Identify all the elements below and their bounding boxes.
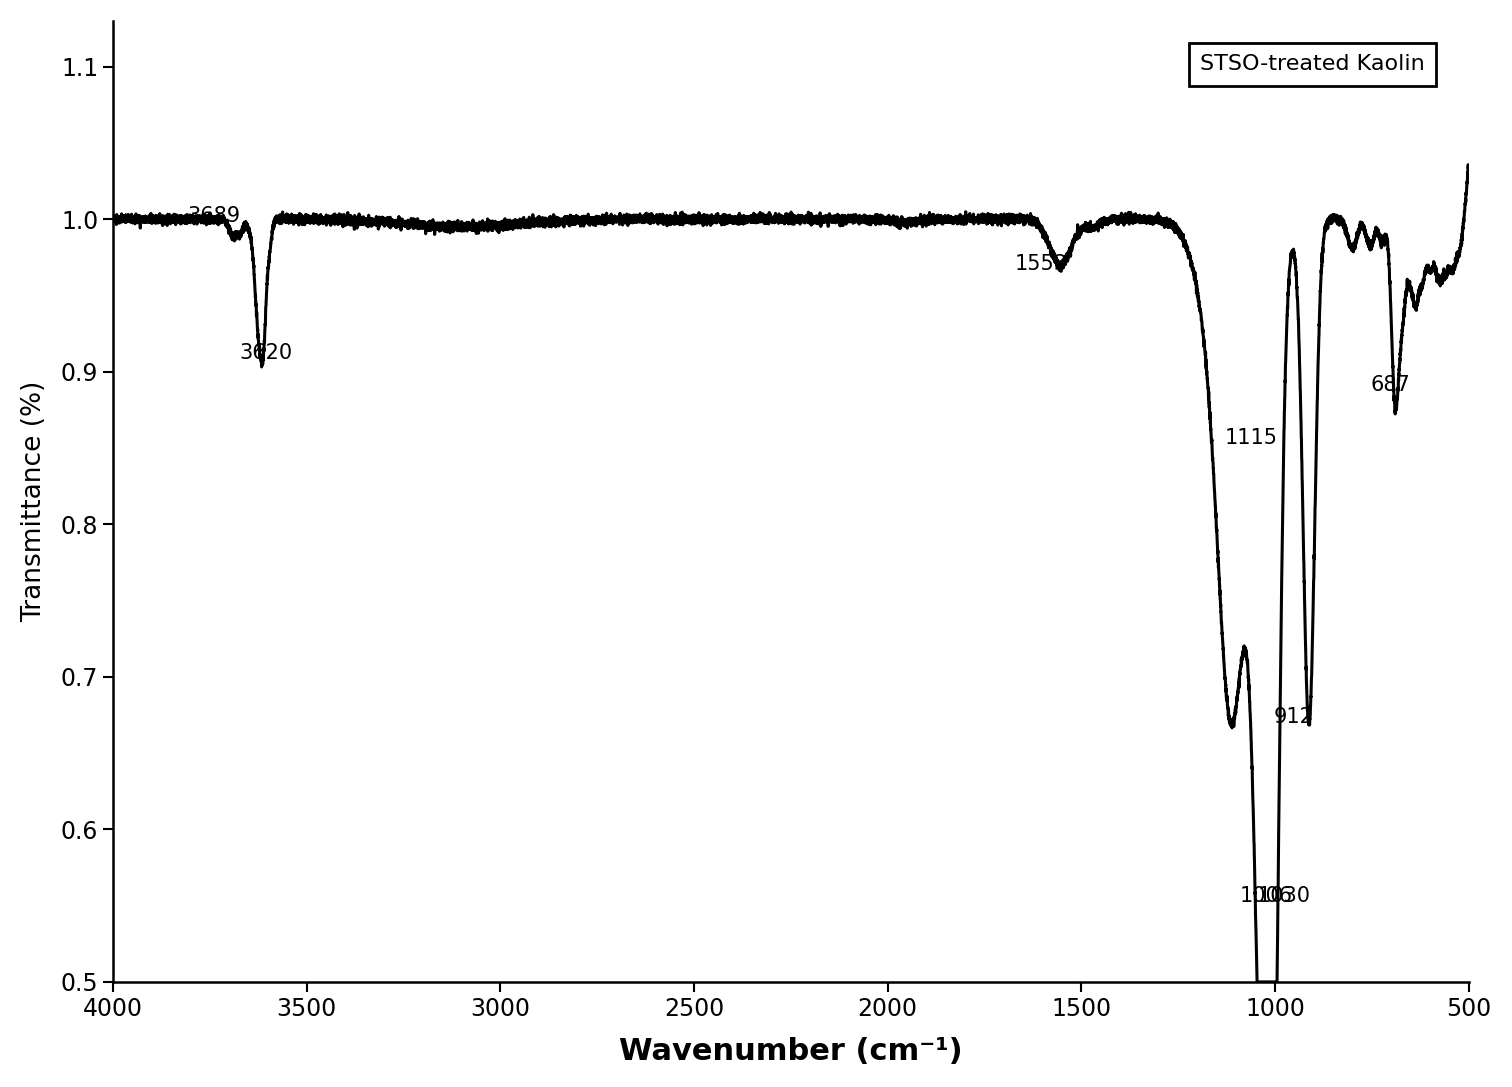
Text: STSO-treated Kaolin: STSO-treated Kaolin bbox=[1201, 54, 1424, 75]
Text: 1553: 1553 bbox=[1015, 254, 1067, 274]
Text: 1006: 1006 bbox=[1240, 886, 1293, 905]
Text: 912: 912 bbox=[1273, 708, 1314, 727]
Text: 3689: 3689 bbox=[187, 207, 240, 226]
Text: 1030: 1030 bbox=[1258, 886, 1311, 905]
Text: 687: 687 bbox=[1370, 375, 1411, 395]
Y-axis label: Transmittance (%): Transmittance (%) bbox=[21, 380, 47, 622]
X-axis label: Wavenumber (cm⁻¹): Wavenumber (cm⁻¹) bbox=[618, 1037, 963, 1066]
Text: 3620: 3620 bbox=[239, 342, 292, 363]
Text: 1115: 1115 bbox=[1225, 428, 1278, 448]
